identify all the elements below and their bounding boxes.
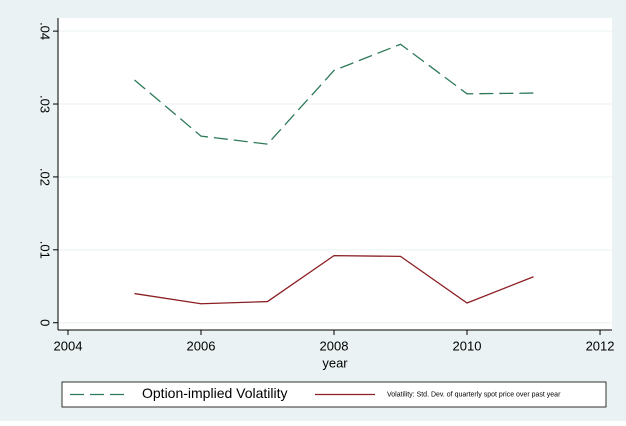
y-tick-label: 0	[38, 319, 53, 326]
legend-label: Option-implied Volatility	[142, 385, 288, 401]
series-line	[134, 43, 534, 145]
x-tick-label: 2004	[54, 338, 83, 353]
x-tick-label: 2012	[586, 338, 615, 353]
x-tick-label: 2008	[320, 338, 349, 353]
plot-area	[58, 18, 612, 330]
x-axis-label: year	[322, 355, 348, 370]
legend-label: Volatility: Std. Dev. of quarterly spot …	[387, 391, 561, 398]
y-tick-label: .04	[38, 22, 53, 40]
series-line	[134, 254, 534, 305]
x-tick-label: 2010	[453, 338, 482, 353]
y-tick-label: .02	[38, 168, 53, 186]
y-tick-label: .01	[38, 241, 53, 259]
x-tick-label: 2006	[187, 338, 216, 353]
y-tick-label: .03	[38, 95, 53, 113]
